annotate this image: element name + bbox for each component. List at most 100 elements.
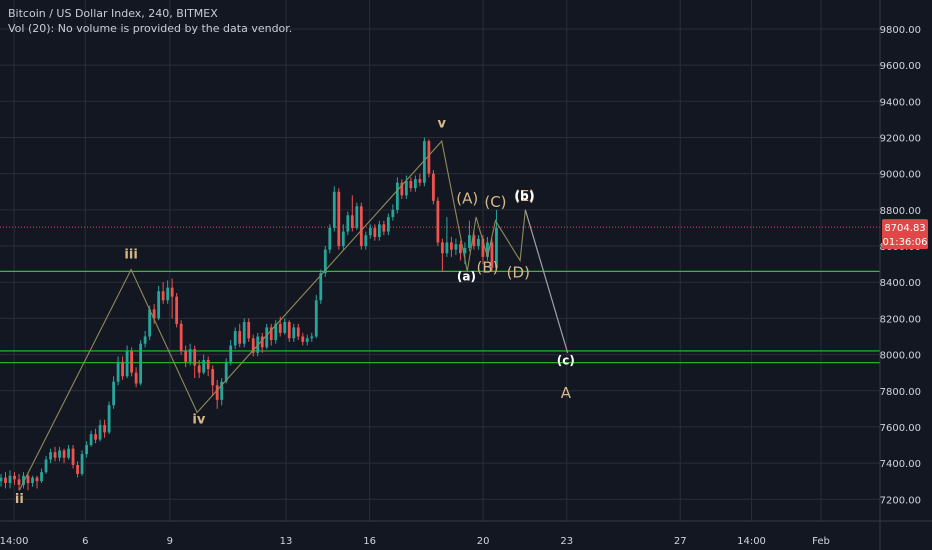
time-tick-label: 14:00 [737, 536, 766, 547]
candle-body [260, 336, 264, 348]
price-tick-label: 9200.00 [880, 133, 921, 144]
time-tick-label: 6 [82, 536, 88, 547]
wave-label: (B) [477, 258, 499, 276]
candle-body [89, 434, 93, 446]
candle-body [477, 238, 480, 247]
wave-label: (D) [507, 264, 530, 282]
candle-body [179, 323, 183, 351]
candle-body [139, 343, 143, 384]
candle-body [0, 477, 3, 482]
candle-body [319, 273, 323, 301]
candle-body [193, 349, 197, 366]
candle-body [274, 323, 278, 341]
candle-body [130, 350, 134, 373]
candle-body [450, 242, 453, 250]
candle-body [440, 242, 444, 254]
candle-body [472, 235, 476, 247]
price-tick-label: 9400.00 [880, 97, 921, 108]
candle-body [377, 224, 381, 237]
candle-body [454, 244, 458, 250]
candle-body [463, 247, 467, 254]
wave-label: (A) [456, 190, 478, 208]
candle-body [211, 369, 215, 386]
candle-body [58, 450, 61, 458]
candle-body [121, 361, 125, 377]
price-tick-label: 7400.00 [880, 459, 921, 470]
price-tick-label: 7800.00 [880, 387, 921, 398]
time-tick-label: 27 [674, 536, 687, 547]
candle-body [283, 322, 287, 333]
candle-body [314, 300, 318, 337]
candle-body [67, 448, 70, 458]
candle-body [103, 425, 106, 433]
candle-body [337, 191, 341, 247]
candle-body [323, 249, 327, 274]
candle-body [215, 385, 219, 400]
candle-body [229, 345, 233, 362]
candle-body [445, 242, 449, 254]
candle-body [350, 215, 354, 228]
candle-body [44, 459, 48, 473]
time-tick-label: 20 [477, 536, 490, 547]
wave-label: (a) [457, 269, 476, 283]
price-tick-label: 8000.00 [880, 351, 921, 362]
candle-body [17, 479, 21, 485]
candle-body [468, 235, 471, 248]
candle-body [301, 336, 305, 342]
candle-body [242, 322, 246, 344]
candle-body [332, 191, 336, 228]
time-tick-label: 16 [363, 536, 376, 547]
candle-body [112, 381, 115, 406]
candle-body [35, 477, 39, 482]
wave-label: (c) [557, 354, 575, 368]
candle-body [26, 475, 30, 484]
candle-body [71, 448, 75, 465]
candle-body [495, 227, 498, 268]
volume-legend: Vol (20): No volume is provided by the d… [8, 22, 293, 35]
candle-body [188, 349, 192, 362]
candle-body [4, 477, 7, 484]
candle-body [269, 327, 273, 341]
candle-body [233, 331, 237, 346]
current-price-badge [882, 219, 928, 250]
candle-body [310, 336, 314, 339]
candle-body [40, 472, 43, 482]
candle-body [481, 238, 485, 257]
candle-body [161, 291, 165, 301]
time-tick-label: 14:00 [0, 536, 28, 547]
candle-body [220, 381, 224, 400]
candle-body [391, 209, 395, 218]
chart-title: Bitcoin / US Dollar Index, 240, BITMEX [8, 7, 218, 20]
candle-body [76, 464, 79, 474]
candle-body [157, 291, 161, 319]
wave-label: ii [15, 492, 24, 507]
candle-body [287, 322, 291, 339]
candle-body [98, 425, 102, 440]
elliott-wave-path [18, 139, 569, 491]
candle-body [85, 445, 88, 455]
candle-body [278, 323, 282, 333]
candle-body [31, 477, 34, 484]
wave-label: iv [192, 412, 205, 427]
candle-body [197, 365, 201, 373]
candle-body [409, 180, 413, 189]
candle-body [296, 327, 300, 337]
time-tick-label: 23 [560, 536, 573, 547]
candle-body [152, 309, 156, 319]
candle-body [341, 231, 345, 247]
candle-body [418, 179, 422, 183]
candle-body [62, 450, 66, 458]
wave-label: (C) [484, 193, 506, 211]
candle-body [238, 331, 242, 344]
price-tick-label: 7600.00 [880, 423, 921, 434]
candle-body [22, 475, 25, 485]
candle-body [305, 338, 309, 342]
wave-label: v [438, 117, 447, 132]
candle-body [107, 405, 111, 433]
candle-body [373, 227, 377, 237]
candle-body [184, 350, 188, 362]
price-tick-label: 8400.00 [880, 278, 921, 289]
candle-body [247, 322, 251, 339]
candle-body [346, 215, 350, 232]
